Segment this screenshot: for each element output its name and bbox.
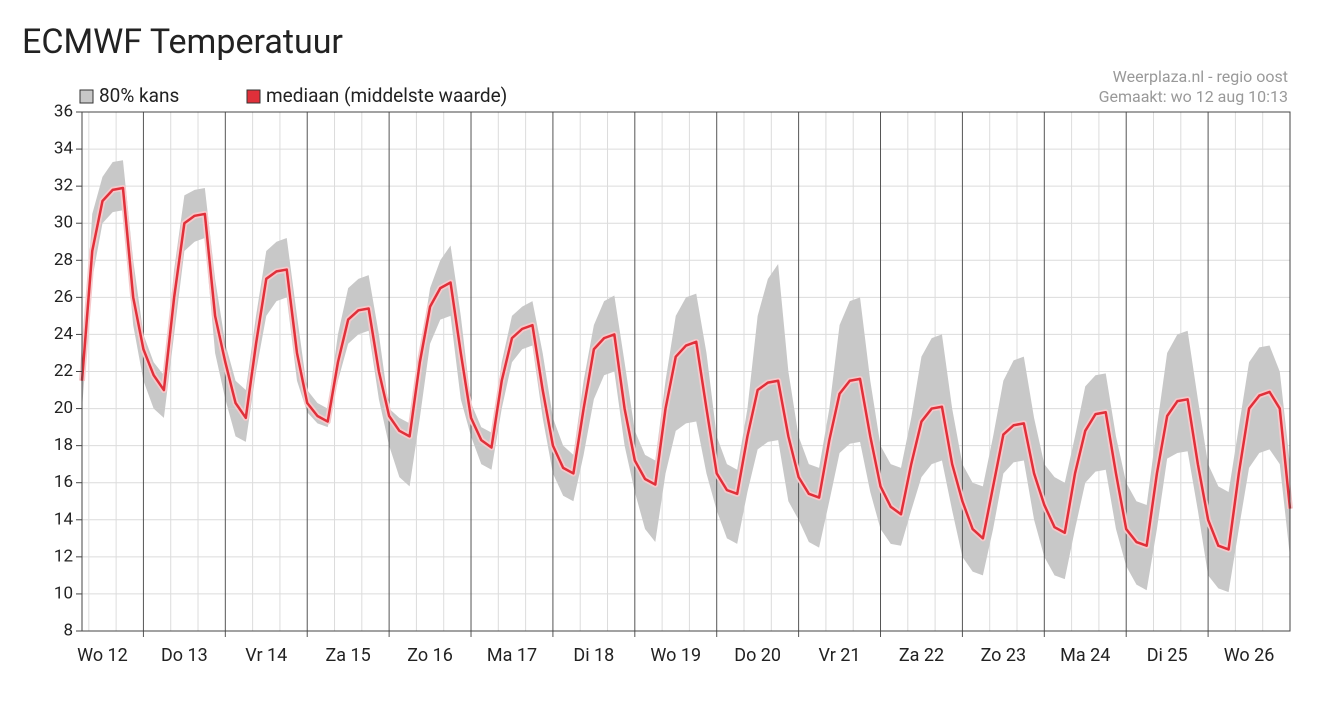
y-tick-label: 18 <box>54 435 73 455</box>
x-tick-label: Do 13 <box>161 645 208 666</box>
chart-title: ECMWF Temperatuur <box>22 22 343 62</box>
source: Weerplaza.nl - regio oost <box>1113 67 1288 86</box>
x-tick-label: Ma 24 <box>1060 645 1110 666</box>
y-tick-label: 24 <box>54 324 74 344</box>
x-tick-label: Vr 21 <box>819 645 861 666</box>
y-tick-label: 16 <box>54 472 73 492</box>
x-tick-label: Wo 19 <box>650 645 701 666</box>
y-tick-label: 28 <box>54 250 73 270</box>
x-tick-label: Vr 14 <box>245 645 287 666</box>
x-tick-label: Za 22 <box>899 645 944 666</box>
x-tick-label: Di 18 <box>573 645 614 666</box>
y-tick-label: 36 <box>54 101 73 121</box>
x-tick-label: Zo 23 <box>981 645 1027 666</box>
x-tick-label: Wo 26 <box>1224 645 1275 666</box>
y-tick-label: 26 <box>54 287 73 307</box>
legend-label: 80% kans <box>99 84 179 107</box>
x-tick-label: Do 20 <box>734 645 781 666</box>
y-tick-label: 20 <box>54 398 73 418</box>
legend-label: mediaan (middelste waarde) <box>266 84 507 107</box>
x-tick-label: Ma 17 <box>487 645 537 666</box>
y-tick-label: 34 <box>54 139 74 159</box>
x-tick-label: Za 15 <box>326 645 371 666</box>
y-tick-label: 30 <box>54 213 73 233</box>
median-line <box>80 186 1292 551</box>
legend-swatch <box>79 89 94 104</box>
x-tick-label: Di 25 <box>1147 645 1188 666</box>
x-tick-label: Wo 12 <box>77 645 128 666</box>
legend-swatch <box>246 89 261 104</box>
confidence-band <box>82 160 1290 593</box>
y-tick-label: 10 <box>54 583 73 603</box>
y-tick-label: 8 <box>63 620 73 640</box>
y-tick-label: 22 <box>54 361 73 381</box>
x-tick-label: Zo 16 <box>407 645 453 666</box>
y-tick-label: 32 <box>54 176 73 196</box>
y-tick-label: 14 <box>54 509 74 529</box>
created: Gemaakt: wo 12 aug 10:13 <box>1099 87 1288 106</box>
y-tick-label: 12 <box>54 546 73 566</box>
